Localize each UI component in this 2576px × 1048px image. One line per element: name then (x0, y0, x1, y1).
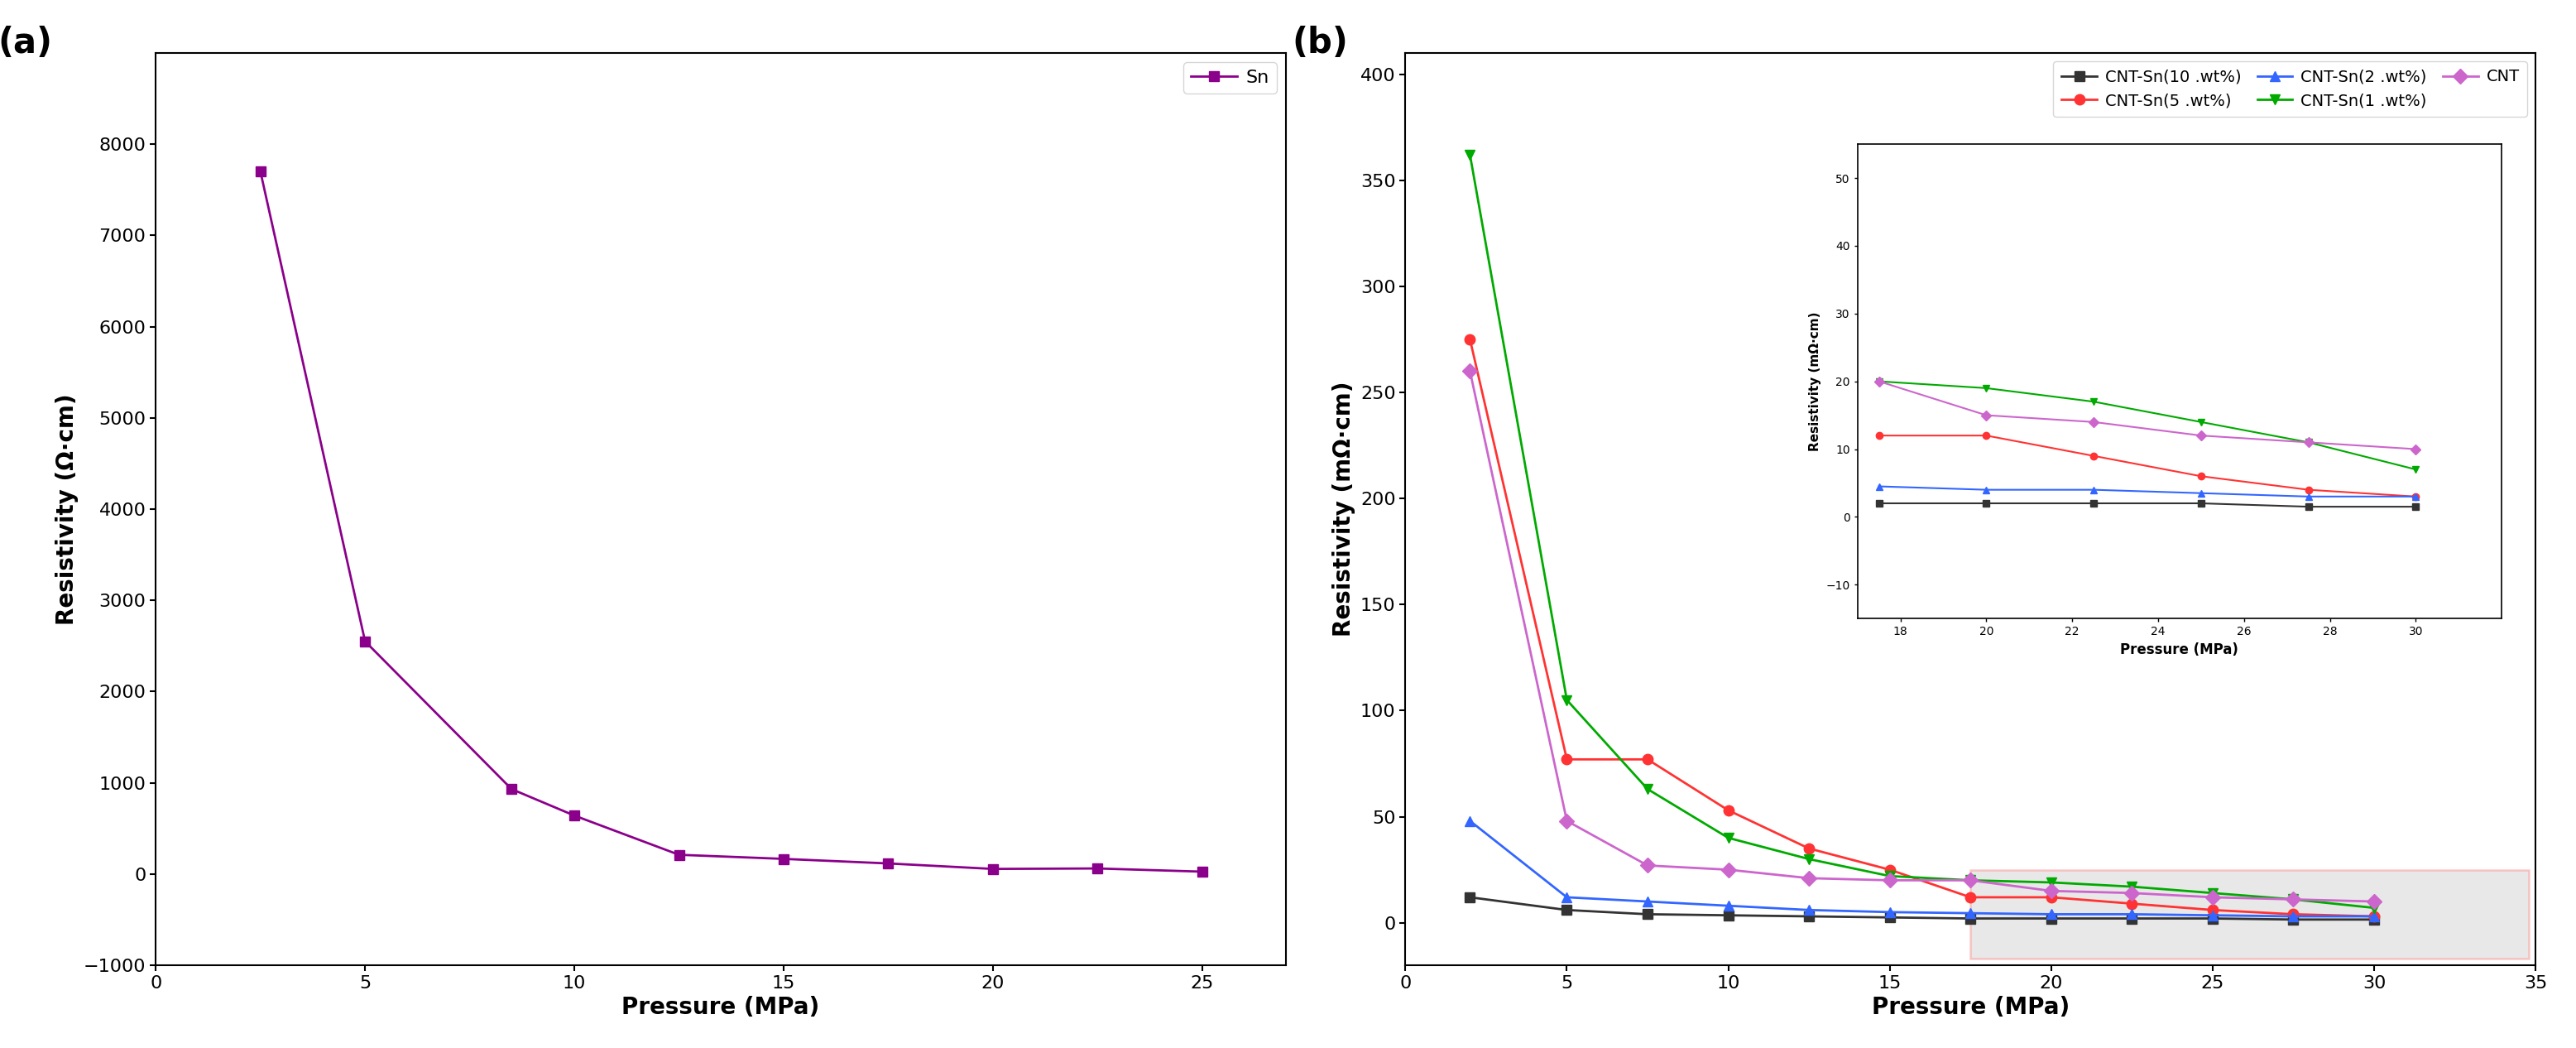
Line: CNT-Sn(2 .wt%): CNT-Sn(2 .wt%) (1466, 815, 2380, 921)
CNT-Sn(1 .wt%) (1955, 874, 1986, 887)
Sn (1188, 866, 1218, 878)
Text: (a): (a) (0, 25, 52, 61)
CNT-Sn(1 .wt%) (2117, 880, 2148, 893)
CNT-Sn(10 .wt%) (1551, 903, 1582, 916)
Line: CNT-Sn(5 .wt%): CNT-Sn(5 .wt%) (1466, 334, 2380, 921)
CNT (1955, 874, 1986, 887)
CNT-Sn(1 .wt%) (2360, 901, 2391, 914)
CNT-Sn(1 .wt%) (2035, 876, 2066, 889)
CNT (2035, 885, 2066, 897)
CNT-Sn(5 .wt%) (2360, 910, 2391, 922)
CNT-Sn(10 .wt%) (1793, 910, 1824, 922)
CNT-Sn(10 .wt%) (1955, 912, 1986, 924)
CNT-Sn(10 .wt%) (1875, 911, 1906, 923)
Line: Sn: Sn (255, 167, 1208, 877)
CNT-Sn(5 .wt%) (2035, 891, 2066, 903)
CNT-Sn(5 .wt%) (2197, 903, 2228, 916)
CNT (1875, 874, 1906, 887)
CNT-Sn(5 .wt%) (1955, 891, 1986, 903)
Line: CNT-Sn(1 .wt%): CNT-Sn(1 .wt%) (1466, 150, 2380, 913)
CNT-Sn(5 .wt%) (1713, 804, 1744, 816)
CNT-Sn(1 .wt%) (2277, 893, 2308, 905)
CNT-Sn(5 .wt%) (1455, 333, 1486, 346)
CNT-Sn(5 .wt%) (1875, 864, 1906, 876)
CNT-Sn(2 .wt%) (2197, 909, 2228, 921)
CNT-Sn(2 .wt%) (2277, 910, 2308, 922)
CNT-Sn(1 .wt%) (1633, 783, 1664, 795)
CNT-Sn(1 .wt%) (1551, 694, 1582, 706)
CNT (1633, 859, 1664, 872)
CNT-Sn(5 .wt%) (1551, 754, 1582, 766)
Sn (1082, 863, 1113, 875)
Sn (976, 863, 1007, 875)
CNT-Sn(2 .wt%) (2035, 908, 2066, 920)
CNT-Sn(2 .wt%) (1875, 905, 1906, 918)
Text: (b): (b) (1293, 25, 1350, 61)
CNT-Sn(2 .wt%) (2117, 908, 2148, 920)
CNT-Sn(1 .wt%) (1713, 831, 1744, 844)
Sn (665, 849, 696, 861)
CNT-Sn(2 .wt%) (2360, 910, 2391, 922)
CNT (2277, 893, 2308, 905)
CNT-Sn(10 .wt%) (2277, 913, 2308, 925)
CNT-Sn(2 .wt%) (1713, 899, 1744, 912)
CNT-Sn(5 .wt%) (1633, 754, 1664, 766)
CNT-Sn(10 .wt%) (1633, 908, 1664, 920)
CNT-Sn(2 .wt%) (1955, 907, 1986, 919)
CNT-Sn(2 .wt%) (1633, 895, 1664, 908)
CNT (2197, 891, 2228, 903)
CNT (1551, 814, 1582, 827)
Sn (559, 809, 590, 822)
CNT (2117, 887, 2148, 899)
CNT-Sn(10 .wt%) (1455, 891, 1486, 903)
Sn (350, 635, 381, 648)
Line: CNT: CNT (1466, 366, 2380, 907)
Legend: CNT-Sn(10 .wt%), CNT-Sn(5 .wt%), CNT-Sn(2 .wt%), CNT-Sn(1 .wt%), CNT: CNT-Sn(10 .wt%), CNT-Sn(5 .wt%), CNT-Sn(… (2053, 61, 2527, 116)
X-axis label: Pressure (MPa): Pressure (MPa) (621, 996, 819, 1020)
Y-axis label: Resistivity (mΩ·cm): Resistivity (mΩ·cm) (1332, 381, 1355, 637)
CNT-Sn(2 .wt%) (1455, 814, 1486, 827)
CNT (2360, 895, 2391, 908)
Sn (497, 783, 528, 795)
CNT-Sn(10 .wt%) (2360, 913, 2391, 925)
CNT-Sn(10 .wt%) (2197, 912, 2228, 924)
CNT-Sn(2 .wt%) (1793, 903, 1824, 916)
CNT-Sn(1 .wt%) (1455, 149, 1486, 161)
Sn (873, 857, 904, 870)
CNT-Sn(5 .wt%) (2117, 897, 2148, 910)
Sn (768, 853, 799, 866)
CNT-Sn(10 .wt%) (2117, 912, 2148, 924)
CNT-Sn(2 .wt%) (1551, 891, 1582, 903)
CNT (1455, 365, 1486, 377)
X-axis label: Pressure (MPa): Pressure (MPa) (1873, 996, 2069, 1020)
Legend: Sn: Sn (1182, 62, 1278, 93)
CNT-Sn(10 .wt%) (2035, 912, 2066, 924)
CNT (1793, 872, 1824, 885)
Y-axis label: Resistivity (Ω·cm): Resistivity (Ω·cm) (57, 393, 80, 625)
Bar (1971, 870, 2530, 959)
Line: CNT-Sn(10 .wt%): CNT-Sn(10 .wt%) (1466, 892, 2380, 924)
CNT (1713, 864, 1744, 876)
CNT-Sn(1 .wt%) (2197, 887, 2228, 899)
CNT-Sn(1 .wt%) (1793, 853, 1824, 866)
Sn (245, 166, 276, 178)
CNT-Sn(5 .wt%) (2277, 908, 2308, 920)
CNT-Sn(5 .wt%) (1793, 843, 1824, 855)
CNT-Sn(10 .wt%) (1713, 909, 1744, 921)
CNT-Sn(1 .wt%) (1875, 870, 1906, 882)
